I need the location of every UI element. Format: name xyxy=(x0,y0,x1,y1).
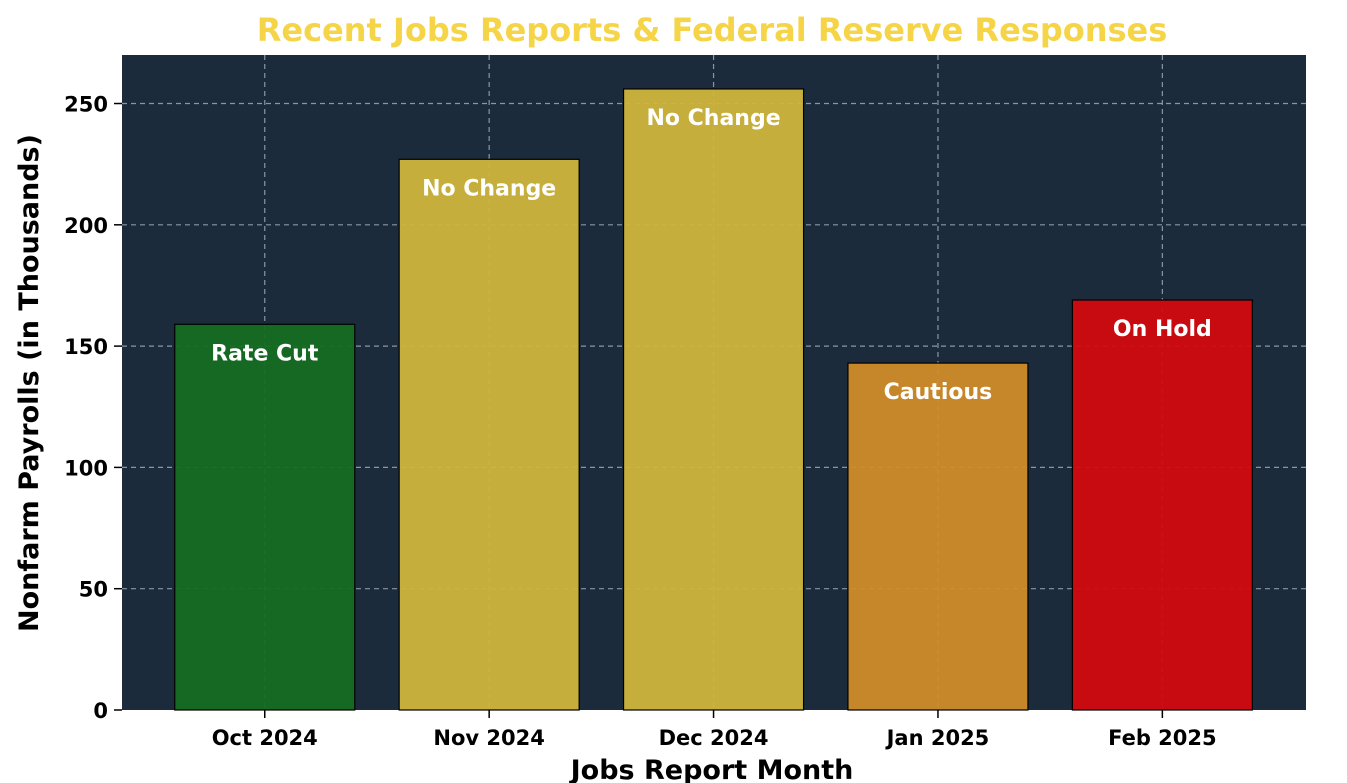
x-axis-label: Jobs Report Month xyxy=(569,755,854,783)
bar-label-2: No Change xyxy=(646,106,780,131)
bars xyxy=(174,88,1253,711)
bar-label-4: On Hold xyxy=(1113,317,1212,342)
chart-title: Recent Jobs Reports & Federal Reserve Re… xyxy=(257,11,1168,49)
bar-4 xyxy=(1071,299,1253,711)
x-tick-label-0: Oct 2024 xyxy=(212,726,318,750)
x-tick-label-3: Jan 2025 xyxy=(885,726,990,750)
x-tick-label-2: Dec 2024 xyxy=(659,726,769,750)
bar-1 xyxy=(398,158,580,711)
x-tick-label-4: Feb 2025 xyxy=(1108,726,1217,750)
y-axis-label: Nonfarm Payrolls (in Thousands) xyxy=(14,134,45,632)
y-tick-label-2: 100 xyxy=(64,456,108,480)
x-tick-label-1: Nov 2024 xyxy=(433,726,544,750)
bar-0 xyxy=(174,323,356,711)
bar-2 xyxy=(622,88,805,711)
bar-label-0: Rate Cut xyxy=(211,341,319,366)
bar-3 xyxy=(847,362,1029,711)
x-axis-ticks: Oct 2024 Nov 2024 Dec 2024 Jan 2025 Feb 2025 xyxy=(212,710,1217,750)
y-axis-ticks: 0 50 100 150 200 250 xyxy=(64,93,122,723)
bar-labels: Rate Cut No Change No Change Cautious On Hol… xyxy=(211,106,1212,405)
bar-label-1: No Change xyxy=(422,176,556,201)
y-tick-label-0: 0 xyxy=(93,699,108,723)
y-tick-label-5: 250 xyxy=(64,93,108,117)
bar-label-3: Cautious xyxy=(884,380,993,405)
y-tick-label-3: 150 xyxy=(64,335,108,359)
y-tick-label-4: 200 xyxy=(64,214,108,238)
y-tick-label-1: 50 xyxy=(79,578,108,602)
